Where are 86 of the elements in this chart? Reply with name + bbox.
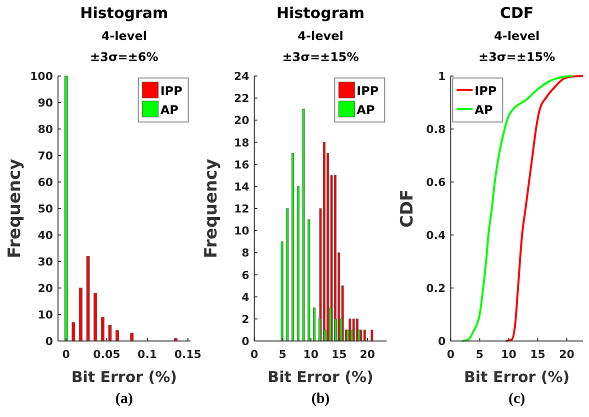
chart-subtitle: 4-level ±3σ=±15% (282, 29, 359, 64)
x-tick-label: 5 (476, 348, 484, 361)
legend-label: IPP (356, 84, 379, 98)
x-axis-title: Bit Error (%) (268, 368, 374, 386)
x-tick-label: 0 (250, 348, 259, 361)
y-tick-label: 80 (38, 123, 54, 136)
bar (363, 330, 366, 342)
y-tick-label: 0.2 (426, 282, 446, 295)
x-tick-label: 20 (360, 348, 376, 361)
bar (308, 219, 310, 342)
y-tick-label: 70 (38, 150, 54, 162)
x-tick-label: 15 (332, 348, 347, 361)
y-tick-label: 8 (242, 246, 250, 260)
bar (108, 324, 112, 342)
x-axis-title: Bit Error (%) (464, 368, 570, 386)
line-series (461, 75, 574, 342)
y-tick-label: 40 (38, 229, 54, 242)
text: (b) (311, 391, 330, 407)
y-tick-label: 10 (38, 308, 54, 322)
bar (370, 330, 374, 342)
bar (72, 322, 76, 342)
y-tick-label: 16 (234, 158, 250, 172)
y-tick-label: 0 (45, 335, 54, 348)
y-tick-label: 0.6 (426, 176, 446, 189)
y-tick-label: 50 (38, 202, 54, 216)
y-tick-label: 20 (234, 114, 250, 128)
y-tick-label: 1 (438, 70, 446, 83)
bar (79, 288, 82, 342)
x-tick-label: 0 (62, 348, 70, 361)
chart-title: Histogram (80, 4, 168, 22)
y-axis-title: Frequency (201, 158, 222, 258)
bar (292, 153, 294, 342)
bar (86, 256, 90, 342)
y-tick-label: 90 (38, 96, 54, 110)
bar (322, 142, 326, 342)
x-tick-label: 0.1 (138, 348, 158, 361)
x-tick-label: 20 (559, 348, 575, 361)
y-tick-label: 0.4 (426, 229, 446, 242)
y-tick-label: 6 (242, 268, 250, 282)
legend-label: AP (160, 103, 179, 117)
bar (296, 186, 300, 342)
y-tick-label: 100 (30, 70, 54, 83)
y-tick-label: 4 (242, 290, 250, 304)
x-tick-label: 0 (446, 348, 455, 361)
y-tick-label: 0 (438, 335, 446, 348)
bar (313, 308, 316, 342)
y-tick-label: 18 (234, 136, 250, 150)
legend-label: AP (356, 103, 375, 117)
y-tick-label: 0.8 (426, 123, 446, 136)
y-tick-label: 24 (234, 70, 250, 83)
text: (a) (115, 391, 133, 407)
y-tick-label: 30 (38, 256, 54, 268)
y-tick-label: 22 (234, 92, 250, 106)
bar (130, 332, 134, 342)
x-tick-label: 5 (278, 348, 286, 361)
bar (302, 108, 305, 342)
bar (116, 330, 119, 342)
x-axis-title: Bit Error (%) (71, 368, 178, 386)
y-axis-title: Frequency (5, 158, 25, 258)
x-tick-label: 15 (530, 348, 546, 361)
y-tick-label: 20 (38, 282, 54, 295)
y-tick-label: 2 (242, 312, 250, 326)
chart-subtitle: 4-level ±3σ=±6% (90, 29, 158, 64)
bar (64, 76, 68, 342)
bar (100, 316, 104, 342)
chart-subtitle: 4-level ±3σ=±15% (478, 29, 556, 64)
x-tick-label: 10 (501, 348, 517, 361)
bar (94, 293, 98, 342)
x-tick-label: 0.15 (174, 348, 202, 361)
legend-label: AP (474, 103, 493, 117)
y-axis-title: CDF (398, 189, 418, 228)
y-tick-label: 60 (38, 176, 54, 189)
x-tick-label: 0.05 (93, 348, 120, 361)
legend-label: IPP (160, 84, 183, 98)
y-tick-label: 14 (234, 180, 250, 194)
chart-title: Histogram (276, 4, 364, 22)
y-tick-label: 12 (234, 202, 250, 216)
text: (c) (508, 391, 526, 407)
bar (280, 241, 284, 342)
y-tick-label: 0 (242, 335, 250, 348)
x-tick-label: 10 (303, 348, 319, 361)
chart-title: CDF (500, 4, 534, 22)
bar (286, 208, 289, 342)
legend-label: IPP (474, 84, 497, 98)
y-tick-label: 10 (234, 224, 250, 238)
line-series (504, 75, 584, 342)
